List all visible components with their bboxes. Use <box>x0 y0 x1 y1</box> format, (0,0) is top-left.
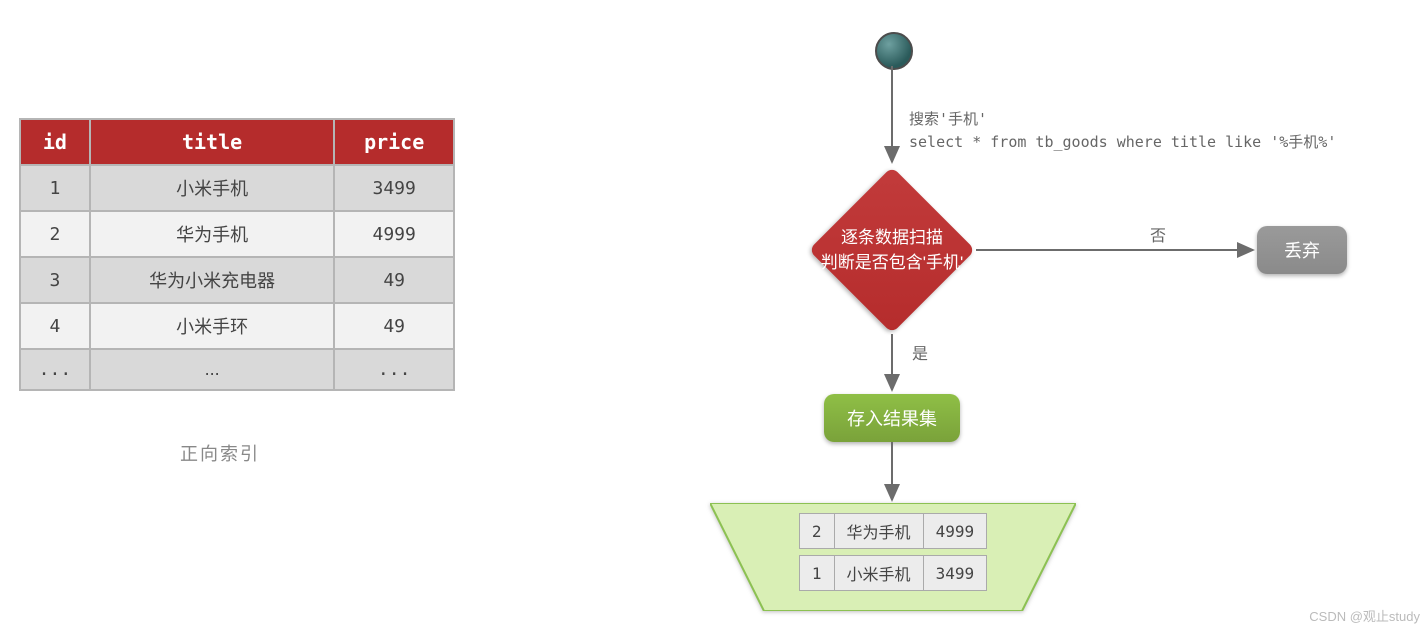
decision-line2: 判断是否包含'手机' <box>821 250 964 276</box>
discard-label: 丢弃 <box>1284 237 1320 263</box>
result-cell: 3499 <box>923 556 987 591</box>
table-cell: 2 <box>20 211 90 257</box>
table-cell: 4999 <box>334 211 454 257</box>
table-cell: 华为小米充电器 <box>90 257 335 303</box>
table-header-cell: price <box>334 119 454 165</box>
flow-sql-text: 搜索'手机' select * from tb_goods where titl… <box>909 108 1336 155</box>
table-row: 3华为小米充电器49 <box>20 257 454 303</box>
results-container: 2华为手机4999 1小米手机3499 <box>710 503 1076 611</box>
table-cell: 49 <box>334 303 454 349</box>
table-cell: 3 <box>20 257 90 303</box>
table-cell: 小米手环 <box>90 303 335 349</box>
goods-table: idtitleprice 1小米手机34992华为手机49993华为小米充电器4… <box>19 118 455 391</box>
result-cell: 2 <box>799 514 834 549</box>
table-row: 1小米手机3499 <box>20 165 454 211</box>
save-label: 存入结果集 <box>847 405 937 431</box>
flow-no-label: 否 <box>1150 222 1166 246</box>
table-cell: 1 <box>20 165 90 211</box>
table-cell: ... <box>90 349 335 390</box>
table-cell: ... <box>20 349 90 390</box>
flow-save-box: 存入结果集 <box>824 394 960 442</box>
flow-yes-label: 是 <box>912 340 928 364</box>
table-row: ......... <box>20 349 454 390</box>
table-row: 4小米手环49 <box>20 303 454 349</box>
result-cell: 华为手机 <box>834 514 923 549</box>
result-cell: 4999 <box>923 514 987 549</box>
table-cell: 49 <box>334 257 454 303</box>
flow-decision: 逐条数据扫描 判断是否包含'手机' <box>809 167 976 334</box>
table-cell: ... <box>334 349 454 390</box>
table-cell: 小米手机 <box>90 165 335 211</box>
result-cell: 小米手机 <box>834 556 923 591</box>
table-row: 2华为手机4999 <box>20 211 454 257</box>
decision-line1: 逐条数据扫描 <box>821 225 964 251</box>
flow-start-node <box>875 32 913 70</box>
result-cell: 1 <box>799 556 834 591</box>
flow-discard-box: 丢弃 <box>1257 226 1347 274</box>
result-row: 2华为手机4999 <box>799 513 987 549</box>
diagram-stage: idtitleprice 1小米手机34992华为手机49993华为小米充电器4… <box>0 0 1428 629</box>
watermark: CSDN @观止study <box>1309 606 1420 625</box>
table-header-cell: title <box>90 119 335 165</box>
sql-line1: 搜索'手机' <box>909 108 1336 131</box>
table-header-cell: id <box>20 119 90 165</box>
table-cell: 3499 <box>334 165 454 211</box>
sql-line2: select * from tb_goods where title like … <box>909 131 1336 154</box>
table-cell: 4 <box>20 303 90 349</box>
result-row: 1小米手机3499 <box>799 555 987 591</box>
table-cell: 华为手机 <box>90 211 335 257</box>
table-caption: 正向索引 <box>180 440 260 466</box>
